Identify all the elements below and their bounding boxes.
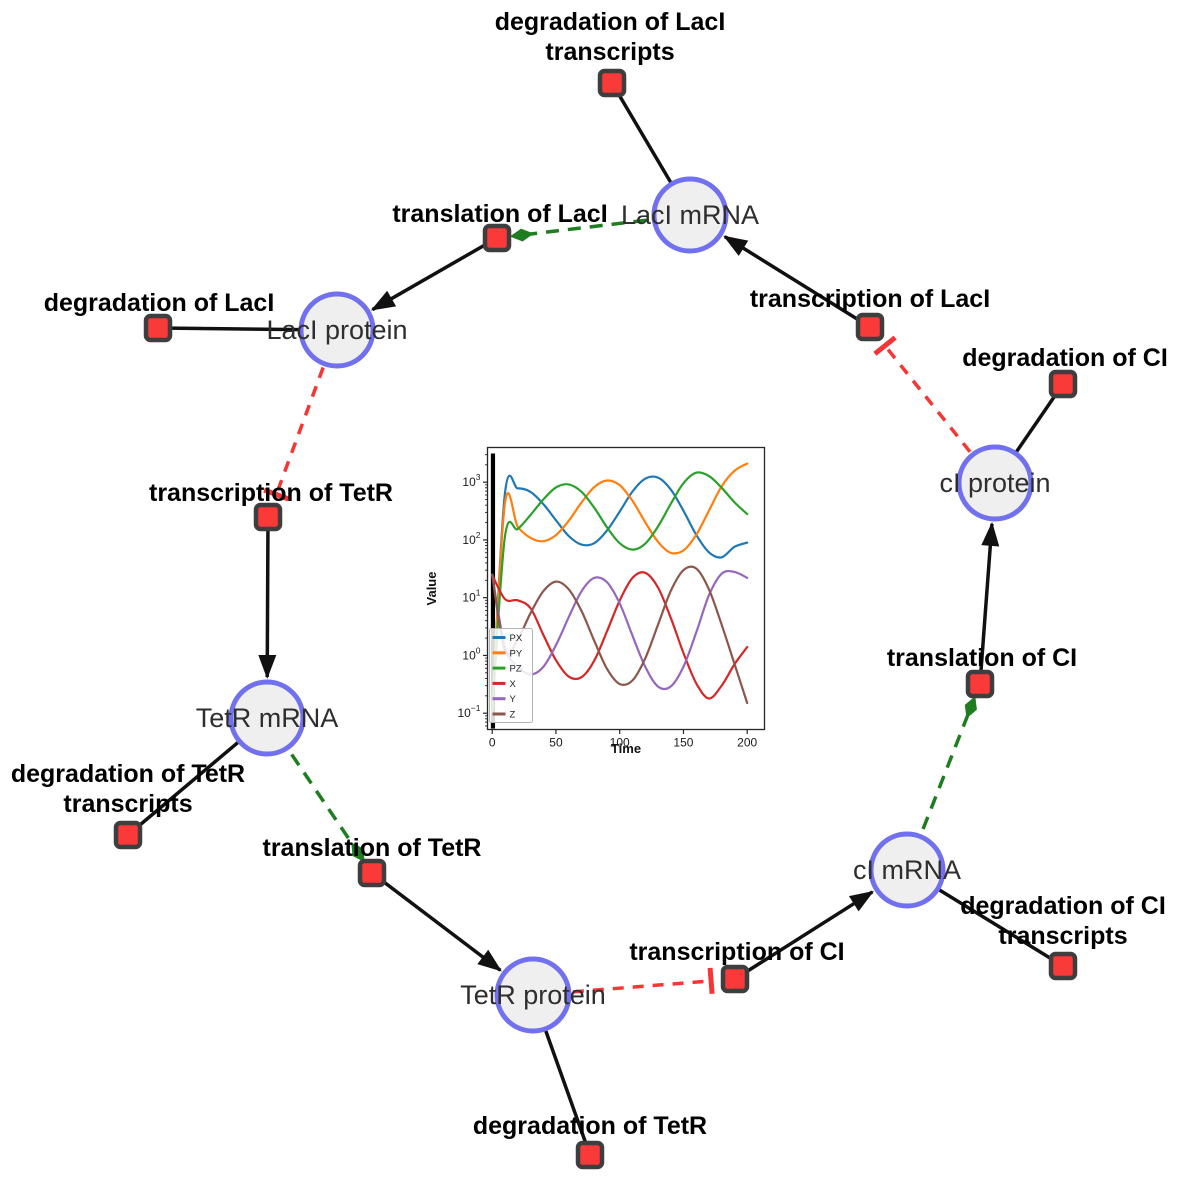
y-axis-label: Value <box>424 572 439 606</box>
reaction-label-deg-tetr: degradation of TetR <box>473 1112 707 1140</box>
reaction-label-translation-tetr: translation of TetR <box>263 834 482 862</box>
edge-product-translation-tetr-tetr-protein <box>370 871 502 972</box>
reaction-label-translation-ci: translation of CI <box>887 644 1077 672</box>
reaction-label-deg-laci: degradation of LacI <box>44 289 275 317</box>
species-label-ci-mrna: cI mRNA <box>853 855 961 885</box>
legend-item-X: X <box>510 679 517 690</box>
inset-chart: 0 50 100 150 200 10−1 100 101 102 103 PX PY PZ XYZ Va… <box>424 446 766 756</box>
reaction-node-transcription-laci <box>855 312 885 342</box>
y-tick-label-1e0: 100 <box>462 645 480 662</box>
edge-product-transcription-laci-laci-mrna <box>723 235 871 329</box>
reaction-label-transcription-tetr: transcription of TetR <box>149 479 393 507</box>
series-curve-X <box>491 571 749 700</box>
reaction-label-deg-ci: degradation of CI <box>962 344 1168 372</box>
species-label-laci-protein: LacI protein <box>266 315 407 345</box>
reaction-label-deg-ci-transcripts: degradation of CI <box>960 892 1166 920</box>
chart-legend: PX PY PZ XYZ <box>489 628 533 723</box>
species-node-laci-protein <box>298 291 376 369</box>
edge-product-transcription-tetr-tetr-mrna <box>258 516 277 680</box>
species-label-ci-protein: cI protein <box>939 468 1050 498</box>
reaction-node-deg-ci <box>1048 369 1078 399</box>
legend-item-PZ: PZ <box>510 664 522 675</box>
x-tick-label-200: 200 <box>737 736 757 750</box>
reaction-label-deg-tetr-transcripts: transcripts <box>63 790 192 818</box>
reaction-label-deg-laci-transcripts: degradation of LacI <box>495 8 726 36</box>
edge-product-transcription-ci-ci-mrna <box>734 890 875 981</box>
edge-product-translation-ci-ci-protein <box>978 521 1000 685</box>
node-layer <box>113 68 1078 1170</box>
x-tick-label-50: 50 <box>549 736 563 750</box>
axes-frame <box>486 446 766 731</box>
y-tick-label-1e3: 103 <box>462 472 480 489</box>
reaction-node-translation-tetr <box>357 858 387 888</box>
species-node-tetr-mrna <box>228 679 306 757</box>
label-layer: degradation of LacItranscriptstranslatio… <box>11 8 1168 1140</box>
reaction-label-transcription-laci: transcription of LacI <box>750 285 990 313</box>
reaction-label-deg-laci-transcripts: transcripts <box>545 38 674 66</box>
reaction-label-deg-tetr-transcripts: degradation of TetR <box>11 760 245 788</box>
species-node-tetr-protein <box>494 956 572 1034</box>
reaction-node-translation-ci <box>965 669 995 699</box>
series-curve-PZ <box>491 471 749 715</box>
species-label-tetr-protein: TetR protein <box>460 980 606 1010</box>
reaction-node-deg-tetr <box>575 1140 605 1170</box>
y-tick-label-1e-1: 10−1 <box>457 703 480 720</box>
reaction-node-deg-laci <box>143 313 173 343</box>
species-node-laci-mrna <box>651 176 729 254</box>
reaction-node-deg-tetr-transcripts <box>113 820 143 850</box>
reaction-node-deg-ci-transcripts <box>1048 951 1078 981</box>
series-curve-PY <box>491 462 749 715</box>
legend-item-Z: Z <box>510 710 516 721</box>
reaction-node-deg-laci-transcripts <box>597 68 627 98</box>
species-label-tetr-mrna: TetR mRNA <box>196 703 339 733</box>
reaction-label-transcription-ci: transcription of CI <box>629 938 844 966</box>
x-tick-label-0: 0 <box>489 736 496 750</box>
species-label-laci-mrna: LacI mRNA <box>621 200 759 230</box>
legend-item-PY: PY <box>510 648 523 659</box>
reaction-node-translation-laci <box>482 223 512 253</box>
reaction-label-translation-laci: translation of LacI <box>392 200 607 228</box>
x-tick-label-100: 100 <box>610 736 630 750</box>
edge-product-translation-laci-laci-protein <box>370 236 498 312</box>
y-tick-label-1e1: 101 <box>462 588 480 605</box>
species-node-ci-mrna <box>868 831 946 909</box>
species-node-ci-protein <box>956 444 1034 522</box>
reaction-label-deg-ci-transcripts: transcripts <box>998 922 1127 950</box>
legend-item-Y: Y <box>510 694 517 705</box>
y-tick-label-1e2: 102 <box>462 530 480 547</box>
reaction-node-transcription-ci <box>720 964 750 994</box>
legend-item-PX: PX <box>510 633 523 644</box>
x-tick-label-150: 150 <box>673 736 693 750</box>
x-axis-label: Time <box>611 741 641 756</box>
series-curve-Z <box>491 565 749 705</box>
reaction-node-transcription-tetr <box>253 502 283 532</box>
series-curve-PX <box>491 474 749 715</box>
